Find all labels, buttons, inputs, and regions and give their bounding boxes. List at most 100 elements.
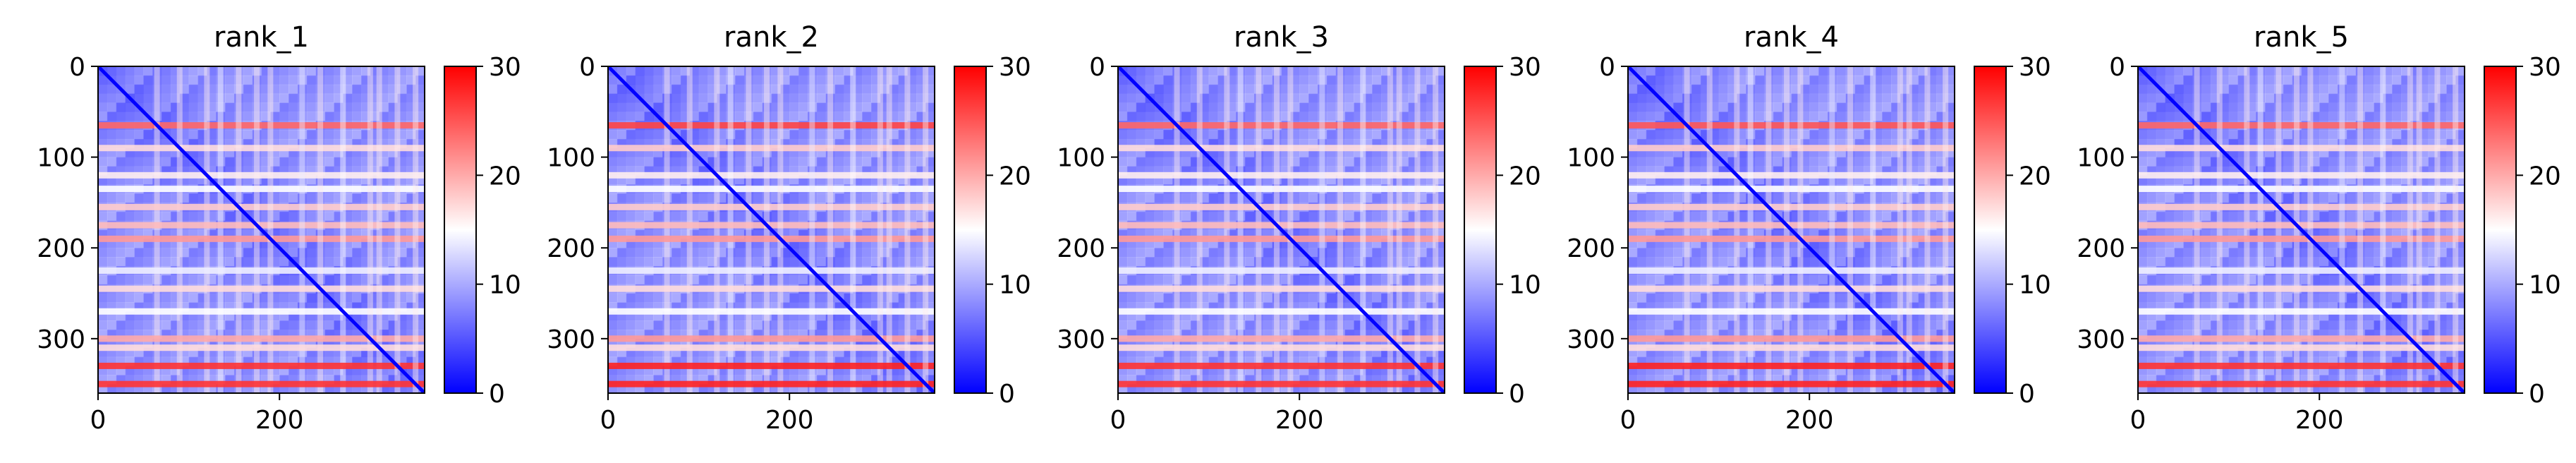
heatmap-cell	[107, 157, 117, 167]
heatmap-cell	[1836, 193, 1847, 203]
panel-title: rank_1	[214, 21, 309, 54]
heatmap-cell	[889, 248, 899, 258]
heatmap-cell	[1380, 193, 1391, 203]
heatmap-cell	[726, 66, 736, 76]
heatmap-cell	[1317, 130, 1328, 140]
heatmap-cell	[370, 93, 380, 104]
heatmap-cell	[907, 130, 917, 140]
heatmap-cell	[1791, 211, 1801, 222]
heatmap-cell	[898, 102, 909, 112]
heatmap-cell	[1190, 84, 1201, 95]
heatmap-cell	[1763, 84, 1774, 95]
heatmap-cell	[870, 75, 881, 85]
heatmap-cell	[1390, 93, 1400, 104]
heatmap-cell	[107, 66, 117, 76]
heatmap-cell	[207, 84, 217, 95]
heatmap-cell	[834, 320, 844, 330]
heatmap-cell	[1836, 248, 1847, 258]
heatmap-cell	[233, 193, 244, 203]
heatmap-cell	[343, 157, 353, 167]
heatmap-cell	[252, 75, 262, 85]
heatmap-cell	[1317, 102, 1328, 112]
heatmap-cell	[1363, 257, 1373, 267]
heatmap-band-col	[317, 66, 324, 393]
heatmap-cell	[1163, 66, 1173, 76]
heatmap-cell	[1190, 112, 1201, 121]
heatmap-cell	[1380, 66, 1391, 76]
heatmap-cell	[1408, 130, 1418, 140]
heatmap-cell	[735, 93, 745, 104]
heatmap-cell	[1628, 93, 1638, 104]
heatmap-cell	[1136, 112, 1146, 121]
heatmap-cell	[1236, 84, 1246, 95]
heatmap-cell	[1344, 84, 1354, 95]
heatmap-cell	[862, 157, 872, 167]
heatmap-cell	[1154, 211, 1164, 222]
heatmap-cell	[1426, 130, 1436, 140]
heatmap-band-row	[1118, 380, 1445, 387]
heatmap-cell	[170, 193, 181, 203]
heatmap-cell	[261, 193, 271, 203]
heatmap-cell	[844, 112, 853, 121]
heatmap-band-col	[1174, 66, 1180, 393]
heatmap-cell	[653, 75, 663, 85]
heatmap-cell	[370, 248, 380, 258]
heatmap-cell	[1263, 75, 1273, 85]
heatmap-cell	[252, 211, 262, 222]
heatmap-cell	[1755, 157, 1765, 167]
heatmap-cell	[717, 211, 727, 222]
heatmap-cell	[1335, 84, 1346, 95]
heatmap-cell	[288, 320, 298, 330]
heatmap-cell	[1344, 75, 1354, 85]
heatmap-cell	[1190, 102, 1201, 112]
heatmap-band-row	[1118, 308, 1445, 315]
heatmap-cell	[1172, 75, 1182, 85]
heatmap-cell	[279, 257, 289, 267]
heatmap-cell	[762, 320, 772, 330]
heatmap-cell	[1727, 93, 1737, 104]
heatmap-cell	[916, 112, 926, 121]
heatmap-cell	[743, 320, 754, 330]
heatmap-cell	[653, 93, 663, 104]
heatmap-cell	[844, 293, 853, 303]
heatmap-cell	[1791, 84, 1801, 95]
heatmap-cell	[288, 66, 298, 76]
heatmap-cell	[1208, 93, 1219, 104]
heatmap-cell	[152, 84, 162, 95]
heatmap-cell	[1290, 66, 1300, 76]
heatmap-cell	[125, 84, 135, 95]
heatmap-cell	[798, 130, 808, 140]
heatmap-cell	[1354, 130, 1363, 140]
heatmap-cell	[1217, 84, 1227, 95]
heatmap-cell	[1208, 102, 1219, 112]
heatmap-cell	[1299, 112, 1309, 121]
heatmap-cell	[134, 293, 144, 303]
heatmap-cell	[717, 275, 727, 285]
heatmap-cell	[1126, 275, 1137, 285]
heatmap-cell	[726, 75, 736, 85]
heatmap-cell	[1773, 75, 1783, 85]
heatmap-cell	[1664, 257, 1674, 267]
heatmap-cell	[1718, 112, 1729, 121]
heatmap-cell	[1836, 320, 1847, 330]
heatmap-cell	[616, 193, 627, 203]
heatmap-cell	[626, 275, 636, 285]
heatmap-cell	[1299, 320, 1309, 330]
heatmap-band-row	[1118, 203, 1445, 210]
heatmap-cell	[279, 130, 289, 140]
heatmap-cell	[1181, 157, 1191, 167]
heatmap-cell	[243, 102, 253, 112]
heatmap-cell	[1399, 75, 1409, 85]
heatmap-cell	[1426, 193, 1436, 203]
heatmap-cell	[297, 211, 308, 222]
heatmap-cell	[1163, 193, 1173, 203]
heatmap-cell	[1417, 157, 1427, 167]
heatmap-cell	[1136, 211, 1146, 222]
heatmap-cell	[1145, 293, 1155, 303]
heatmap-cell	[798, 84, 808, 95]
heatmap-cell	[324, 157, 334, 167]
heatmap-cell	[1236, 75, 1246, 85]
heatmap-cell	[1317, 275, 1328, 285]
heatmap-cell	[672, 293, 681, 303]
heatmap-cell	[98, 293, 108, 303]
